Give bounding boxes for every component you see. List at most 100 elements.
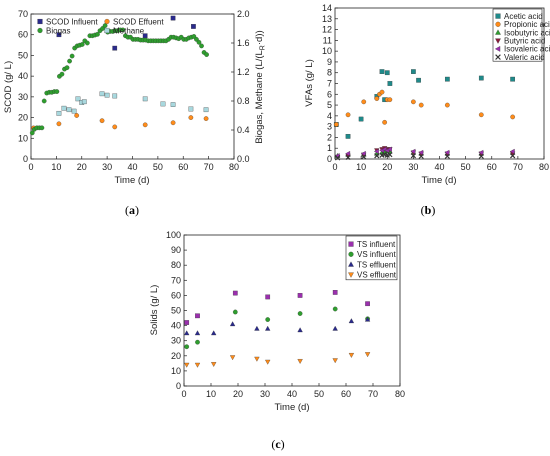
legend-marker [495,38,501,44]
y-tick-label: 0 [23,154,28,164]
panel-caption: (b) [421,203,436,217]
data-point [382,119,387,125]
data-point [348,318,355,324]
plot-frame [30,13,235,160]
data-point [374,153,380,159]
legend-marker [104,18,110,25]
legend-box [492,8,543,62]
data-point [29,130,35,136]
data-point [229,355,236,361]
data-point [373,148,379,155]
y-axis-title: SCOD (g/ L) [3,61,14,113]
x-tick-label: 0 [332,162,337,172]
series-valeric-acid [334,152,516,161]
data-marks [333,69,516,161]
data-point [444,153,450,159]
legend-marker [495,54,501,60]
panel-c-chart: 0 10 20 30 40 50 60 70 80 0 10 20 30 40 50 60 70 80 90 100… [149,230,405,451]
y-tick-label: 70 [18,9,28,19]
data-point [297,359,303,364]
x-tick-label: 20 [77,162,87,172]
data-point [265,294,271,300]
data-point [387,152,393,158]
data-point [170,102,176,107]
y-tick-label: 10 [322,46,332,56]
x-axis-ticks: 0 10 20 30 40 50 60 70 80 [181,383,405,399]
data-point [39,125,45,131]
x-tick-label: 70 [513,162,523,172]
legend-label: Isobutyric acid [504,28,550,37]
data-point [254,356,260,362]
data-point [361,154,367,160]
data-point [444,149,450,156]
y-tick-label: 2 [327,132,332,142]
data-point [297,311,303,316]
data-point [333,122,339,127]
series-vs-effluent [184,352,371,368]
data-point [345,133,351,139]
legend-label: TS influent [357,240,396,249]
y2-tick-label: 0.0 [237,154,250,164]
data-point [232,290,238,296]
y-tick-label: 14 [322,3,332,13]
data-point [211,330,217,336]
y2-axis-title: Biogas, Methane (L/(LR·d)) [254,30,267,143]
data-point [416,77,421,83]
data-point [79,42,85,47]
data-point [81,99,87,105]
data-point [232,309,238,315]
data-point [56,121,62,127]
legend-label: SCOD Effuent [113,17,164,26]
data-point [364,352,371,358]
legend-label: Propionic acid [504,20,550,29]
y-tick-label: 0 [327,154,332,164]
data-point [348,353,355,358]
data-point [364,316,371,322]
data-marks [29,15,209,136]
data-point [188,106,194,112]
y-tick-label: 10 [18,133,28,143]
data-point [120,27,126,33]
y-tick-label: 80 [171,260,181,270]
y2-tick-label: 0.8 [237,96,250,106]
x-tick-label: 70 [368,389,378,399]
y-tick-label: 0 [176,381,181,391]
data-point [211,362,217,367]
legend-marker [37,18,43,25]
y-tick-label: 40 [18,71,28,81]
series-propionic-acid [333,89,516,127]
x-axis-ticks: 0 10 20 30 40 50 60 70 80 [28,156,239,172]
x-tick-label: 60 [341,389,351,399]
data-point [345,154,351,161]
data-point [195,339,200,345]
data-point [199,43,204,49]
x-tick-label: 50 [461,162,471,172]
y-axis-title: VFAs (g/ L) [304,59,315,107]
data-point [59,71,65,77]
y-axis-title: Solids (g/ L) [149,285,160,336]
data-point [297,327,303,333]
data-point [194,330,201,336]
y-tick-label: 9 [327,57,332,67]
data-point [265,317,271,322]
data-point [509,148,515,155]
data-point [374,96,380,101]
data-point [379,69,385,74]
y-tick-label: 6 [327,89,332,99]
series-isovaleric-acid [334,146,515,159]
legend-marker [494,46,501,52]
legend-marker [348,261,354,267]
data-point [66,107,72,113]
data-marks [184,290,371,368]
data-point [418,102,424,108]
legend-marker [37,27,43,34]
x-tick-label: 0 [28,162,33,172]
data-point [203,116,209,121]
series-butyric-acid [334,146,516,160]
data-point [384,70,390,76]
y-tick-label: 90 [171,245,181,255]
legend-label: SCOD Influent [46,17,98,26]
